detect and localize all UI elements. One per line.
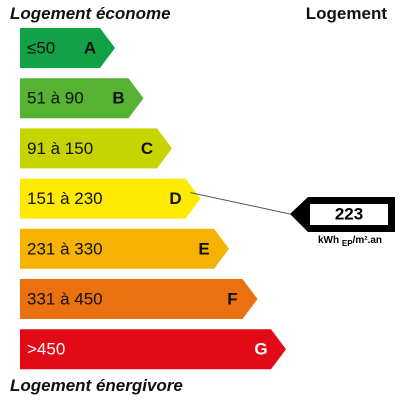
class-range: 151 à 230 bbox=[27, 189, 103, 208]
class-range: 51 à 90 bbox=[27, 89, 84, 108]
class-range: ≤50 bbox=[27, 38, 55, 57]
class-letter: F bbox=[227, 289, 237, 308]
class-range: >450 bbox=[27, 340, 65, 359]
class-bar bbox=[20, 279, 258, 319]
header-right: Logement bbox=[306, 4, 388, 23]
class-letter: G bbox=[254, 340, 267, 359]
indicator-value: 223 bbox=[335, 204, 363, 223]
indicator-box bbox=[310, 204, 388, 225]
class-bars: ≤50 A 51 à 90 B 91 à 150 C 151 à 230 D 231 à 330… bbox=[20, 28, 291, 370]
class-bar bbox=[20, 329, 286, 370]
unit-sub: EP bbox=[342, 239, 353, 248]
footer: Logement énergivore bbox=[10, 376, 183, 395]
class-letter: C bbox=[141, 139, 153, 158]
class-letter: A bbox=[84, 38, 96, 57]
class-letter: B bbox=[112, 89, 124, 108]
unit-rest: /m².an bbox=[353, 235, 382, 246]
class-range: 91 à 150 bbox=[27, 139, 93, 158]
class-bar bbox=[20, 228, 229, 269]
class-range: 331 à 450 bbox=[27, 289, 103, 308]
class-bar bbox=[20, 128, 172, 169]
indicator-unit: kWh EP/m².an bbox=[318, 235, 382, 248]
class-bar bbox=[20, 28, 115, 68]
header-left: Logement économe bbox=[10, 4, 171, 23]
indicator-line bbox=[190, 192, 291, 215]
class-range: 231 à 330 bbox=[27, 239, 103, 258]
class-letter: D bbox=[169, 189, 181, 208]
indicator: 223 kWh EP/m².an bbox=[290, 197, 395, 248]
unit: kWh bbox=[318, 235, 339, 246]
class-bar bbox=[20, 78, 144, 119]
class-letter: E bbox=[198, 239, 209, 258]
class-bar bbox=[20, 178, 201, 219]
